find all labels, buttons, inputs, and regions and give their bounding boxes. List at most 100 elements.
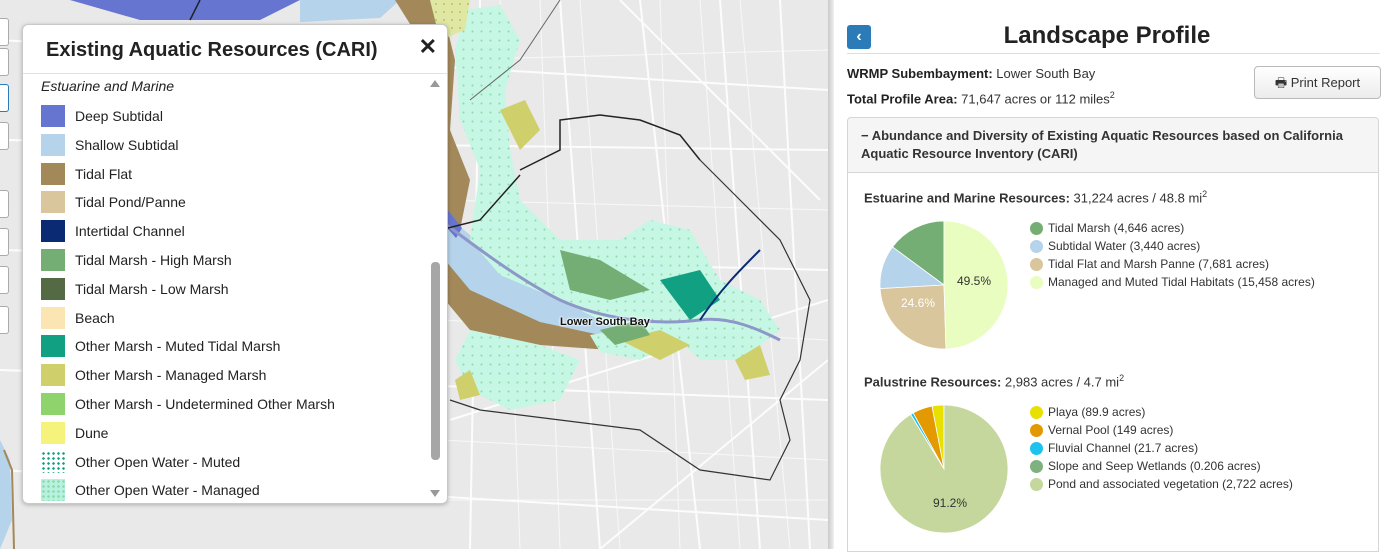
legend-swatch	[41, 105, 65, 127]
area-label: Total Profile Area:	[847, 91, 958, 107]
legend-item-label: Tidal Flat	[75, 165, 133, 182]
legend-color-dot	[1030, 276, 1043, 289]
pie-legend-entry: Playa (89.9 acres)	[1048, 405, 1146, 419]
estuarine-pie-chart: 24.6% 49.5%	[879, 220, 1009, 350]
map-tool-button[interactable]	[0, 228, 9, 256]
legend-swatch	[41, 220, 65, 243]
area-value: 71,647 acres or 112 miles	[961, 91, 1110, 107]
legend-item-label: Tidal Marsh - Low Marsh	[75, 280, 229, 297]
legend-swatch	[41, 364, 65, 387]
pie-legend-entry: Slope and Seep Wetlands (0.206 acres)	[1048, 459, 1261, 473]
pie-data-label: 91.2%	[933, 496, 967, 510]
pie-slice[interactable]	[891, 220, 945, 286]
map-tool-button[interactable]	[0, 122, 9, 150]
pie-slice[interactable]	[879, 284, 947, 350]
pie-slice[interactable]	[879, 404, 1009, 534]
pie-legend-entry: Subtidal Water (3,440 acres)	[1048, 239, 1201, 253]
legend-swatch	[41, 306, 65, 329]
legend-swatch	[41, 393, 65, 415]
legend-item-label: Tidal Marsh - High Marsh	[75, 252, 232, 268]
legend-item-label: Tidal Pond/Panne	[75, 194, 186, 211]
legend-swatch	[41, 133, 65, 156]
pie-legend-entry: Vernal Pool (149 acres)	[1048, 423, 1174, 437]
legend-swatch	[41, 335, 65, 358]
legend-item-label: Other Marsh - Undetermined Other Marsh	[75, 396, 335, 412]
map-tool-button[interactable]	[0, 48, 9, 76]
legend-swatch	[41, 450, 65, 473]
back-button[interactable]: ‹	[847, 25, 871, 49]
palustrine-heading-sup: 2	[1119, 373, 1125, 383]
legend-swatch	[41, 249, 65, 271]
print-report-button[interactable]: 🖶 Print Report	[1254, 66, 1381, 99]
map-tool-button[interactable]	[0, 18, 9, 46]
pie-legend-entry: Managed and Muted Tidal Habitats (15,458…	[1048, 275, 1315, 289]
scroll-down-icon[interactable]	[430, 490, 440, 497]
panel-splitter[interactable]	[828, 0, 834, 549]
estuarine-heading: Estuarine and Marine Resources: 31,224 a…	[864, 189, 1207, 205]
estuarine-heading-label: Estuarine and Marine Resources:	[864, 190, 1070, 206]
pie-slice[interactable]	[943, 220, 1009, 350]
legend-swatch	[41, 421, 65, 444]
pie-data-label: 24.6%	[901, 296, 935, 310]
legend-color-dot	[1030, 406, 1043, 419]
close-icon[interactable]: ✕	[418, 34, 437, 59]
scrollbar[interactable]	[430, 80, 441, 497]
legend-color-dot	[1030, 442, 1043, 455]
map-view[interactable]: Lower South Bay Existing Aquatic Resourc…	[0, 0, 828, 549]
legend-swatch	[41, 191, 65, 214]
legend-item-label: Intertidal Channel	[75, 223, 185, 240]
pie-legend-entry: Tidal Flat and Marsh Panne (7,681 acres)	[1048, 257, 1269, 271]
legend-panel: Existing Aquatic Resources (CARI) ✕ Estu…	[22, 24, 448, 504]
map-tool-button[interactable]	[0, 190, 9, 218]
map-tool-button[interactable]	[0, 266, 9, 294]
area-sup: 2	[1109, 90, 1115, 100]
legend-item-label: Deep Subtidal	[75, 108, 163, 124]
subembayment-info: WRMP Subembayment: Lower South Bay	[847, 66, 1095, 81]
map-tool-button[interactable]	[0, 306, 9, 334]
legend-swatch	[41, 277, 65, 300]
pie-data-label: 49.5%	[957, 274, 991, 288]
legend-color-dot	[1030, 222, 1043, 235]
legend-swatch	[41, 162, 65, 185]
legend-list[interactable]: Estuarine and Marine Deep Subtidal Shallo…	[23, 74, 447, 503]
map-canvas[interactable]	[0, 0, 828, 549]
legend-item-label: Other Open Water - Managed	[75, 482, 260, 499]
print-report-label: Print Report	[1290, 75, 1361, 90]
legend-item-label: Other Marsh - Muted Tidal Marsh	[75, 338, 281, 355]
legend-item-label: Dune	[75, 424, 109, 441]
estuarine-heading-sup: 2	[1202, 189, 1208, 199]
estuarine-heading-value: 31,224 acres / 48.8 mi	[1073, 190, 1203, 206]
panel-title: Landscape Profile	[1003, 22, 1211, 49]
palustrine-heading: Palustrine Resources: 2,983 acres / 4.7 …	[864, 373, 1124, 389]
legend-item-label: Other Open Water - Muted	[75, 453, 241, 470]
legend-item-label: Beach	[75, 309, 115, 326]
legend-swatch	[41, 479, 65, 502]
accordion-title: − Abundance and Diversity of Existing Aq…	[861, 128, 1343, 161]
palustrine-pie-chart: 91.2%	[879, 404, 1009, 534]
legend-item-label: Other Marsh - Managed Marsh	[75, 367, 267, 384]
pie-legend-entry: Tidal Marsh (4,646 acres)	[1048, 221, 1185, 235]
profile-area-info: Total Profile Area: 71,647 acres or 112 …	[847, 90, 1115, 106]
pie-legend-entry: Fluvial Channel (21.7 acres)	[1048, 441, 1199, 455]
printer-icon: 🖶	[1274, 75, 1288, 90]
accordion-body: Estuarine and Marine Resources: 31,224 a…	[847, 171, 1379, 552]
legend-color-dot	[1030, 460, 1043, 473]
palustrine-heading-label: Palustrine Resources:	[864, 374, 1002, 390]
legend-header: Existing Aquatic Resources (CARI) ✕	[23, 25, 447, 74]
subembayment-value: Lower South Bay	[996, 66, 1096, 81]
landscape-profile-panel: ‹ Landscape Profile WRMP Subembayment: L…	[834, 0, 1400, 552]
pie-legend-entry: Pond and associated vegetation (2,722 ac…	[1048, 477, 1293, 491]
accordion-header[interactable]: − Abundance and Diversity of Existing Aq…	[847, 117, 1379, 173]
legend-item-label: Shallow Subtidal	[75, 136, 179, 153]
map-place-label: Lower South Bay	[560, 316, 650, 328]
subembayment-label: WRMP Subembayment:	[847, 66, 993, 81]
scroll-up-icon[interactable]	[430, 80, 440, 87]
legend-color-dot	[1030, 240, 1043, 253]
palustrine-heading-value: 2,983 acres / 4.7 mi	[1004, 374, 1120, 390]
legend-color-dot	[1030, 478, 1043, 491]
map-tool-button[interactable]	[0, 84, 9, 112]
legend-color-dot	[1030, 258, 1043, 271]
legend-category: Estuarine and Marine	[41, 78, 175, 94]
scrollbar-thumb[interactable]	[431, 262, 440, 460]
legend-title: Existing Aquatic Resources (CARI)	[46, 39, 378, 61]
